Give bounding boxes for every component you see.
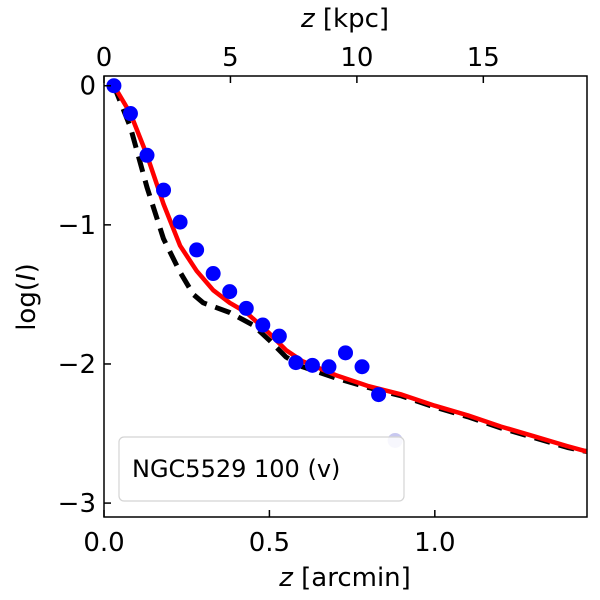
- x-axis-title: z [arcmin]: [278, 563, 411, 593]
- legend: NGC5529 100 (v): [118, 436, 405, 502]
- data-point-11: [271, 328, 287, 344]
- data-point-9: [238, 300, 254, 316]
- data-point-10: [255, 317, 271, 333]
- series-model-red-line: [111, 84, 588, 454]
- data-point-7: [205, 266, 221, 282]
- top-tick-label: 15: [467, 43, 500, 73]
- top-tick-label: 5: [222, 43, 239, 73]
- data-point-14: [321, 359, 337, 375]
- data-point-15: [338, 345, 353, 361]
- data-point-17: [371, 387, 387, 403]
- top-tick-label: 0: [96, 43, 113, 73]
- top-tick-label: 10: [340, 43, 373, 73]
- ticks: 0.0 0.5 1.0 0 −1 −2 −3 0 5 10 15: [58, 43, 500, 558]
- data-point-5: [172, 214, 188, 230]
- data-point-13: [304, 357, 320, 373]
- data-point-8: [222, 284, 238, 300]
- data-point-4: [156, 182, 172, 198]
- data-point-3: [139, 147, 155, 163]
- data-point-1: [106, 78, 122, 94]
- data-point-12: [288, 355, 304, 371]
- y-tick-label: 0: [79, 72, 96, 102]
- y-axis-title: log(I): [12, 263, 42, 331]
- y-tick-label: −3: [58, 489, 96, 519]
- x-tick-label: 0.0: [83, 528, 124, 558]
- legend-label: NGC5529 100 (v): [132, 455, 340, 483]
- y-tick-label: −2: [58, 350, 96, 380]
- data-point-2: [122, 106, 138, 122]
- x-tick-label: 0.5: [249, 528, 290, 558]
- plot-area: [106, 78, 588, 455]
- legend-box: [118, 436, 405, 502]
- top-axis-title: z [kpc]: [300, 4, 389, 34]
- data-point-6: [189, 242, 205, 258]
- y-tick-label: −1: [58, 211, 96, 241]
- data-point-16: [354, 359, 370, 375]
- axes-frame: [103, 75, 588, 518]
- x-tick-label: 1.0: [414, 528, 455, 558]
